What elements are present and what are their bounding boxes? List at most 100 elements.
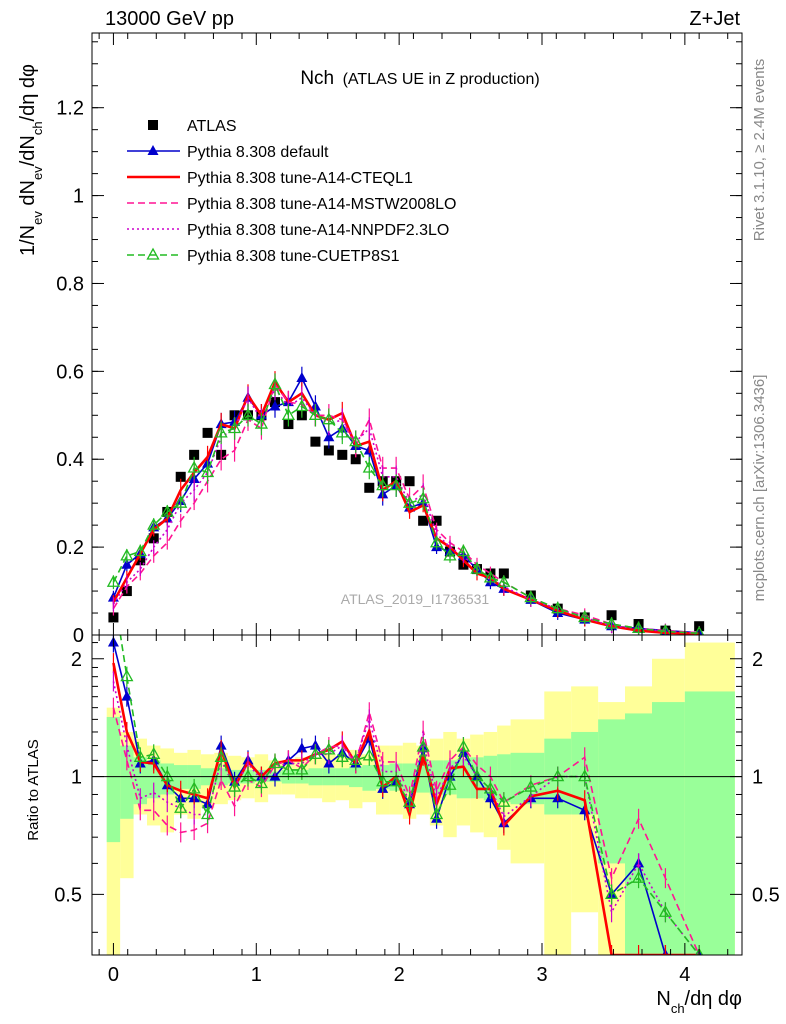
data-point: [310, 436, 321, 447]
x-tick-label: 2: [394, 964, 405, 986]
data-point: [147, 517, 161, 530]
ratio-point: [254, 776, 269, 789]
data-point: [443, 548, 457, 561]
ratio-point: [470, 769, 484, 782]
x-axis-label: Nch/dη dφ: [656, 988, 742, 1016]
data-point: [200, 465, 215, 478]
ratio-point: [604, 887, 619, 900]
data-point: [323, 445, 334, 456]
y-tick-label: 0.2: [56, 537, 84, 559]
data-point: [349, 434, 363, 447]
ratio-point: [349, 753, 363, 766]
data-point: [323, 431, 335, 442]
data-point: [498, 568, 509, 579]
ratio-point: [402, 794, 417, 807]
ratio-y-tick-label-right: 1: [752, 767, 763, 789]
data-point: [254, 416, 269, 429]
data-point: [350, 454, 361, 465]
data-point: [456, 544, 471, 557]
axis-ticks: 0 1 2 3 4 0 0.2 0.4 0.6 0.8 1 1.2 0.5 0.5 1 1 2 2: [54, 33, 780, 986]
ratio-point: [227, 779, 242, 792]
x-tick-label: 0: [108, 964, 119, 986]
ratio-point: [483, 781, 498, 794]
ratio-point: [443, 777, 457, 790]
ratio-point: [200, 807, 215, 820]
ratio-outer-band: [544, 691, 572, 955]
x-tick-label: 1: [251, 964, 262, 986]
ratio-point: [362, 748, 376, 761]
legend-swatch-marker: [148, 120, 158, 130]
data-point: [376, 478, 390, 491]
ratio-y-tick-label: 0.5: [54, 884, 82, 906]
data-point: [404, 476, 415, 487]
ratio-inner-band: [106, 716, 121, 843]
ratio-point: [308, 746, 323, 759]
data-point: [241, 407, 255, 420]
ratio-point: [268, 756, 282, 769]
ratio-inner-band: [510, 752, 545, 805]
ratio-series-4: [119, 635, 704, 955]
data-point: [364, 482, 375, 493]
data-point: [227, 421, 242, 434]
data-point: [120, 548, 134, 561]
side-source-label: mcplots.cern.ch [arXiv:1306.3436]: [751, 375, 768, 602]
data-point: [281, 407, 296, 420]
data-point: [295, 399, 309, 412]
ratio-point: [120, 669, 134, 682]
ratio-point: [160, 769, 174, 782]
ratio-point: [631, 870, 646, 883]
legend-entry: ATLAS: [148, 118, 237, 135]
ratio-uncertainty-bands: [106, 642, 735, 955]
data-point: [121, 558, 133, 569]
plot-title: Nch (ATLAS UE in Z production): [300, 68, 539, 89]
ratio-point: [174, 800, 188, 813]
data-point: [106, 574, 121, 587]
data-point: [631, 621, 646, 634]
ratio-inner-band: [133, 757, 147, 805]
ratio-inner-band: [362, 765, 376, 791]
ratio-y-tick-label-right: 2: [752, 649, 763, 671]
ratio-inner-band: [625, 713, 652, 955]
ratio-inner-band: [684, 691, 735, 955]
legend-swatch-marker: [147, 145, 159, 155]
data-point: [160, 504, 174, 517]
data-point: [202, 427, 213, 438]
beam-label: 13000 GeV pp: [105, 8, 234, 30]
data-point: [402, 495, 417, 508]
side-rivet-label: Rivet 3.1.10, ≥ 2.4M events: [751, 59, 768, 242]
data-point: [578, 610, 592, 623]
legend-swatch-marker: [146, 247, 160, 260]
ratio-point: [389, 774, 403, 787]
data-point: [308, 407, 323, 420]
main-panel-series: [106, 366, 705, 635]
ratio-point: [147, 746, 161, 759]
legend-label: Pythia 8.308 tune-A14-MSTW2008LO: [187, 196, 456, 213]
data-point: [470, 561, 484, 574]
legend-entry: Pythia 8.308 tune-CUETP8S1: [127, 247, 400, 265]
data-point: [389, 478, 403, 491]
y-tick-label: 0: [73, 625, 84, 647]
ratio-point: [456, 739, 471, 752]
plot-title-main: Nch: [300, 68, 334, 89]
ratio-point: [241, 769, 255, 782]
ratio-y-tick-label-right: 0.5: [752, 884, 780, 906]
ratio-inner-band: [598, 719, 625, 864]
legend-label: Pythia 8.308 default: [187, 144, 329, 161]
plot-title-sub: (ATLAS UE in Z production): [343, 71, 540, 88]
data-point: [524, 590, 538, 603]
data-point: [187, 460, 201, 473]
ratio-point: [578, 769, 592, 782]
y-tick-label: 0.6: [56, 361, 84, 383]
data-point: [189, 449, 200, 460]
legend-label: Pythia 8.308 tune-A14-CTEQL1: [187, 170, 413, 187]
legend-label: Pythia 8.308 tune-CUETP8S1: [187, 248, 400, 265]
ratio-panel-series: [107, 635, 704, 955]
ratio-inner-band: [429, 760, 444, 795]
ratio-point: [416, 739, 430, 752]
analysis-id: ATLAS_2019_I1736531: [341, 591, 490, 607]
ratio-point: [322, 742, 336, 755]
legend-entry: Pythia 8.308 tune-A14-MSTW2008LO: [127, 196, 456, 213]
data-point: [483, 570, 498, 583]
ratio-point: [658, 904, 673, 917]
